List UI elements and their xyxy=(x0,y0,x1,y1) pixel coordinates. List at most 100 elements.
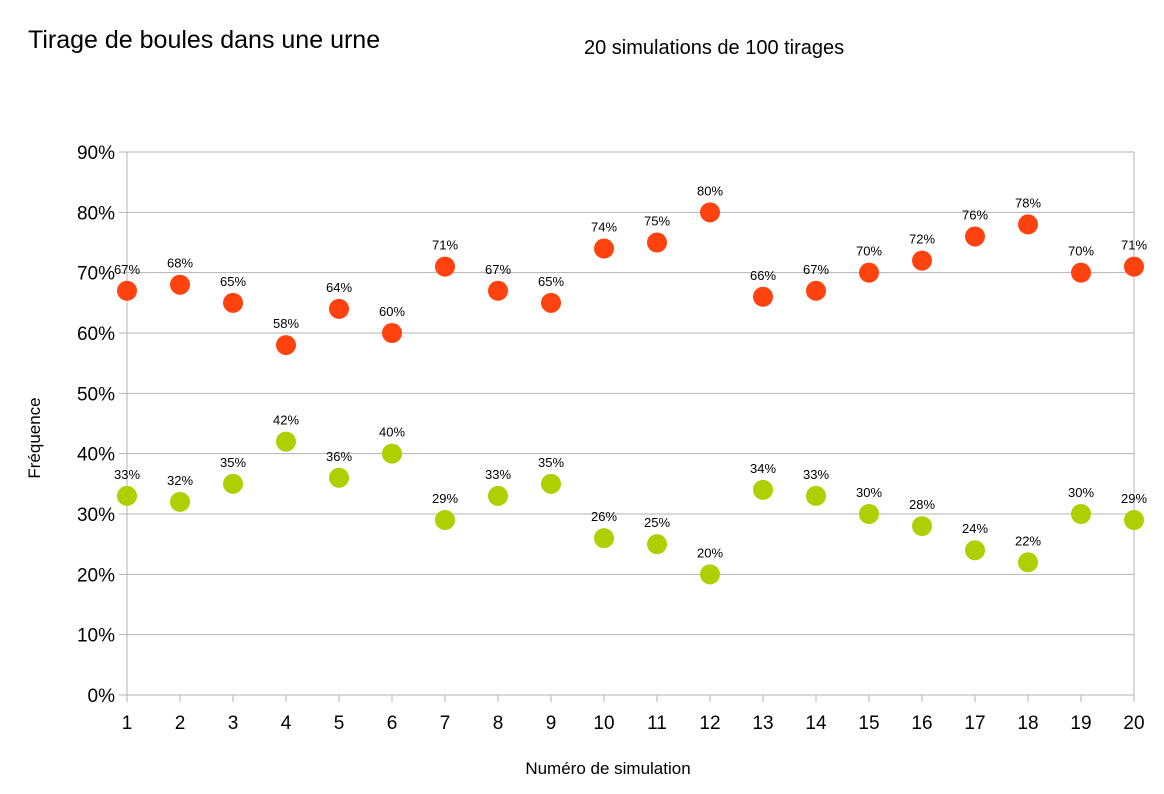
data-label-rouge: 66% xyxy=(750,268,776,283)
x-tick-label: 2 xyxy=(175,713,186,734)
data-label-rouge: 78% xyxy=(1015,195,1041,210)
data-point-rouge xyxy=(276,335,296,356)
data-point-vert xyxy=(1124,510,1144,531)
data-point-vert xyxy=(1071,504,1091,524)
x-tick-label: 5 xyxy=(334,713,345,734)
x-tick-label: 11 xyxy=(647,713,667,734)
data-point-rouge xyxy=(541,292,561,313)
x-tick-label: 12 xyxy=(699,713,720,734)
x-tick-label: 7 xyxy=(440,713,451,734)
x-axis-label: Numéro de simulation xyxy=(525,759,690,778)
data-point-rouge xyxy=(435,256,455,277)
y-tick-label: 0% xyxy=(88,686,116,707)
y-tick-label: 30% xyxy=(77,505,115,526)
data-label-rouge: 58% xyxy=(273,316,299,331)
data-point-vert xyxy=(435,510,455,531)
data-point-vert xyxy=(382,443,402,464)
data-point-rouge xyxy=(647,232,667,253)
data-point-vert xyxy=(647,534,667,555)
data-label-rouge: 60% xyxy=(379,304,405,319)
data-label-vert: 30% xyxy=(856,485,882,500)
data-point-vert xyxy=(859,504,879,524)
data-point-rouge xyxy=(1018,214,1038,235)
x-tick-label: 16 xyxy=(911,713,932,734)
x-tick-label: 14 xyxy=(805,713,827,734)
data-label-vert: 33% xyxy=(485,467,511,482)
data-point-rouge xyxy=(859,262,879,283)
x-tick-label: 20 xyxy=(1123,713,1144,734)
chart-subtitle: 20 simulations de 100 tirages xyxy=(584,37,845,59)
data-label-vert: 35% xyxy=(538,455,564,470)
x-tick-label: 6 xyxy=(387,713,398,734)
data-label-vert: 28% xyxy=(909,497,935,512)
data-point-rouge xyxy=(1124,256,1144,277)
data-point-rouge xyxy=(1071,262,1091,283)
data-point-vert xyxy=(594,528,614,549)
x-tick-label: 4 xyxy=(281,713,292,734)
data-point-vert xyxy=(117,485,137,506)
x-tick-label: 15 xyxy=(858,713,879,734)
data-point-vert xyxy=(1018,552,1038,573)
data-label-rouge: 72% xyxy=(909,232,935,247)
data-label-rouge: 71% xyxy=(1121,238,1147,253)
data-label-vert: 33% xyxy=(114,467,140,482)
data-point-vert xyxy=(806,485,826,506)
y-tick-label: 50% xyxy=(77,384,115,405)
data-label-vert: 42% xyxy=(273,413,299,428)
x-tick-label: 17 xyxy=(964,713,985,734)
gridlines xyxy=(119,151,1135,696)
data-point-vert xyxy=(488,485,508,506)
y-axis-ticks: 0% 10% 20% 30% 40% 50% 60% 70% 80% 90% xyxy=(77,143,115,707)
data-point-rouge xyxy=(753,286,773,307)
data-point-rouge xyxy=(700,202,720,223)
data-label-rouge: 70% xyxy=(1068,244,1094,259)
data-labels: 67% 68% 65% 58% 64% 60% 71% 67% 65% 74% 75% 80% 66% 6… xyxy=(114,183,1147,560)
data-label-rouge: 68% xyxy=(167,256,193,271)
x-tick-label: 3 xyxy=(228,713,239,734)
x-tick-label: 8 xyxy=(493,713,504,734)
data-label-rouge: 75% xyxy=(644,214,670,229)
y-tick-label: 20% xyxy=(77,565,115,586)
data-label-vert: 29% xyxy=(1121,491,1147,506)
data-label-vert: 34% xyxy=(750,461,776,476)
data-point-vert xyxy=(753,479,773,500)
data-point-rouge xyxy=(806,280,826,301)
data-label-vert: 25% xyxy=(644,515,670,530)
data-label-rouge: 76% xyxy=(962,207,988,222)
data-label-vert: 22% xyxy=(1015,533,1041,548)
data-point-vert xyxy=(965,540,985,561)
data-label-rouge: 74% xyxy=(591,220,617,235)
data-label-vert: 33% xyxy=(803,467,829,482)
y-tick-label: 40% xyxy=(77,445,115,466)
y-tick-label: 90% xyxy=(77,143,115,164)
data-points xyxy=(117,202,1144,585)
x-tick-label: 19 xyxy=(1070,713,1091,734)
data-point-vert xyxy=(541,473,561,494)
y-tick-label: 70% xyxy=(77,264,115,285)
data-label-vert: 35% xyxy=(220,455,246,470)
data-point-vert xyxy=(276,431,296,452)
x-tick-label: 10 xyxy=(593,713,614,734)
data-point-vert xyxy=(700,564,720,585)
x-tick-label: 13 xyxy=(752,713,773,734)
data-point-rouge xyxy=(488,280,508,301)
chart-title: Tirage de boules dans une urne xyxy=(28,26,381,54)
data-point-vert xyxy=(912,516,932,537)
y-tick-label: 80% xyxy=(77,203,115,224)
data-point-rouge xyxy=(912,250,932,271)
data-label-vert: 24% xyxy=(962,521,988,536)
data-point-rouge xyxy=(170,274,190,295)
data-label-vert: 26% xyxy=(591,509,617,524)
data-point-rouge xyxy=(965,226,985,247)
data-label-rouge: 64% xyxy=(326,280,352,295)
data-label-vert: 40% xyxy=(379,425,405,440)
data-label-rouge: 71% xyxy=(432,238,458,253)
data-label-rouge: 67% xyxy=(114,262,140,277)
data-point-rouge xyxy=(223,292,243,313)
data-point-rouge xyxy=(382,323,402,343)
data-label-vert: 29% xyxy=(432,491,458,506)
data-label-rouge: 80% xyxy=(697,183,723,198)
data-point-vert xyxy=(329,467,349,488)
data-point-vert xyxy=(170,491,190,512)
